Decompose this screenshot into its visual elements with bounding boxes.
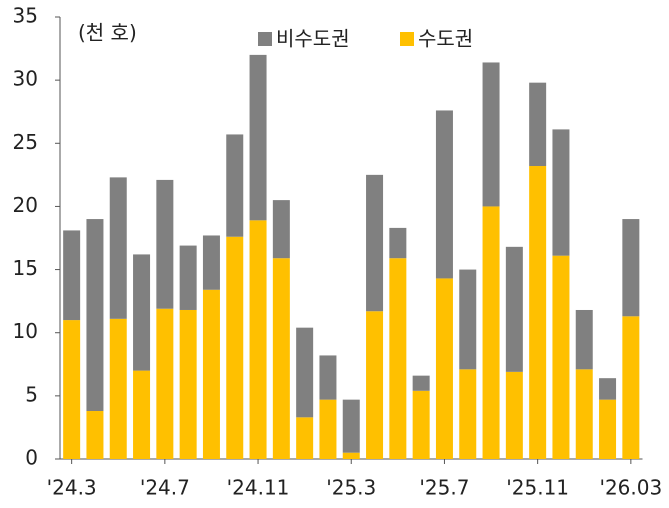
bar-segment <box>109 318 127 459</box>
unit-annotation: (천 호) <box>78 21 137 45</box>
y-tick-label: 15 <box>13 256 38 280</box>
bar-segment <box>599 399 617 459</box>
bar-segment <box>342 399 360 453</box>
bar-segment <box>575 309 593 370</box>
y-tick-label: 10 <box>13 319 38 343</box>
bar-segment <box>366 311 384 459</box>
bar-segment <box>482 62 500 207</box>
bar-segment <box>156 179 174 309</box>
bar-segment <box>366 174 384 312</box>
x-tick-label: '24.7 <box>140 476 190 500</box>
bar-segment <box>86 219 104 412</box>
bar-segment <box>529 166 547 459</box>
bar-segment <box>296 327 314 418</box>
bar-segment <box>505 246 523 372</box>
x-tick-label: '25.3 <box>326 476 376 500</box>
bar-segment <box>575 369 593 459</box>
bar-segment <box>86 411 104 459</box>
bar-segment <box>389 227 407 259</box>
y-tick-label: 20 <box>13 193 38 217</box>
bar-segment <box>63 320 81 459</box>
bar-segment <box>599 378 617 400</box>
y-tick-label: 30 <box>13 67 38 91</box>
legend-label: 수도권 <box>418 27 473 51</box>
bar-segment <box>622 219 640 317</box>
bar-segment <box>272 258 290 459</box>
bar-segment <box>133 254 151 371</box>
bar-segment <box>202 289 220 459</box>
bar-segment <box>109 177 127 319</box>
bar-segment <box>156 308 174 459</box>
bar-segment <box>63 230 81 321</box>
legend-label: 비수도권 <box>276 27 350 51</box>
y-tick-label: 0 <box>25 446 38 470</box>
legend-swatch <box>258 32 272 46</box>
bar-segment <box>179 245 197 310</box>
bar-segment <box>179 309 197 459</box>
x-tick-label: '26.03 <box>599 476 662 500</box>
bar-segment <box>296 417 314 459</box>
bar-segment <box>412 390 430 459</box>
bar-segment <box>435 110 453 279</box>
bar-segment <box>622 316 640 459</box>
bar-segment <box>249 54 267 221</box>
y-tick-label: 25 <box>13 130 38 154</box>
bar-segment <box>319 399 337 459</box>
bar-segment <box>389 258 407 459</box>
bar-segment <box>272 200 290 259</box>
bar-segment <box>459 369 477 459</box>
bar-segment <box>249 220 267 459</box>
bar-segment <box>133 370 151 459</box>
bar-segment <box>459 269 477 370</box>
bar-segment <box>226 134 244 237</box>
x-tick-label: '25.7 <box>419 476 469 500</box>
y-tick-label: 5 <box>25 382 38 406</box>
bar-segment <box>552 129 570 256</box>
bar-segment <box>226 236 244 459</box>
x-tick-label: '24.11 <box>227 476 290 500</box>
bar-segment <box>505 371 523 459</box>
x-tick-label: '25.11 <box>506 476 569 500</box>
bar-segment <box>552 255 570 459</box>
x-tick-label: '24.3 <box>47 476 97 500</box>
y-tick-label: 35 <box>13 4 38 28</box>
bar-segment <box>319 355 337 400</box>
bar-segment <box>202 235 220 290</box>
bar-segment <box>529 82 547 167</box>
bar-segment <box>412 375 430 391</box>
legend-swatch <box>400 32 414 46</box>
bar-segment <box>482 206 500 459</box>
bar-segment <box>342 452 360 459</box>
bar-segment <box>435 278 453 459</box>
